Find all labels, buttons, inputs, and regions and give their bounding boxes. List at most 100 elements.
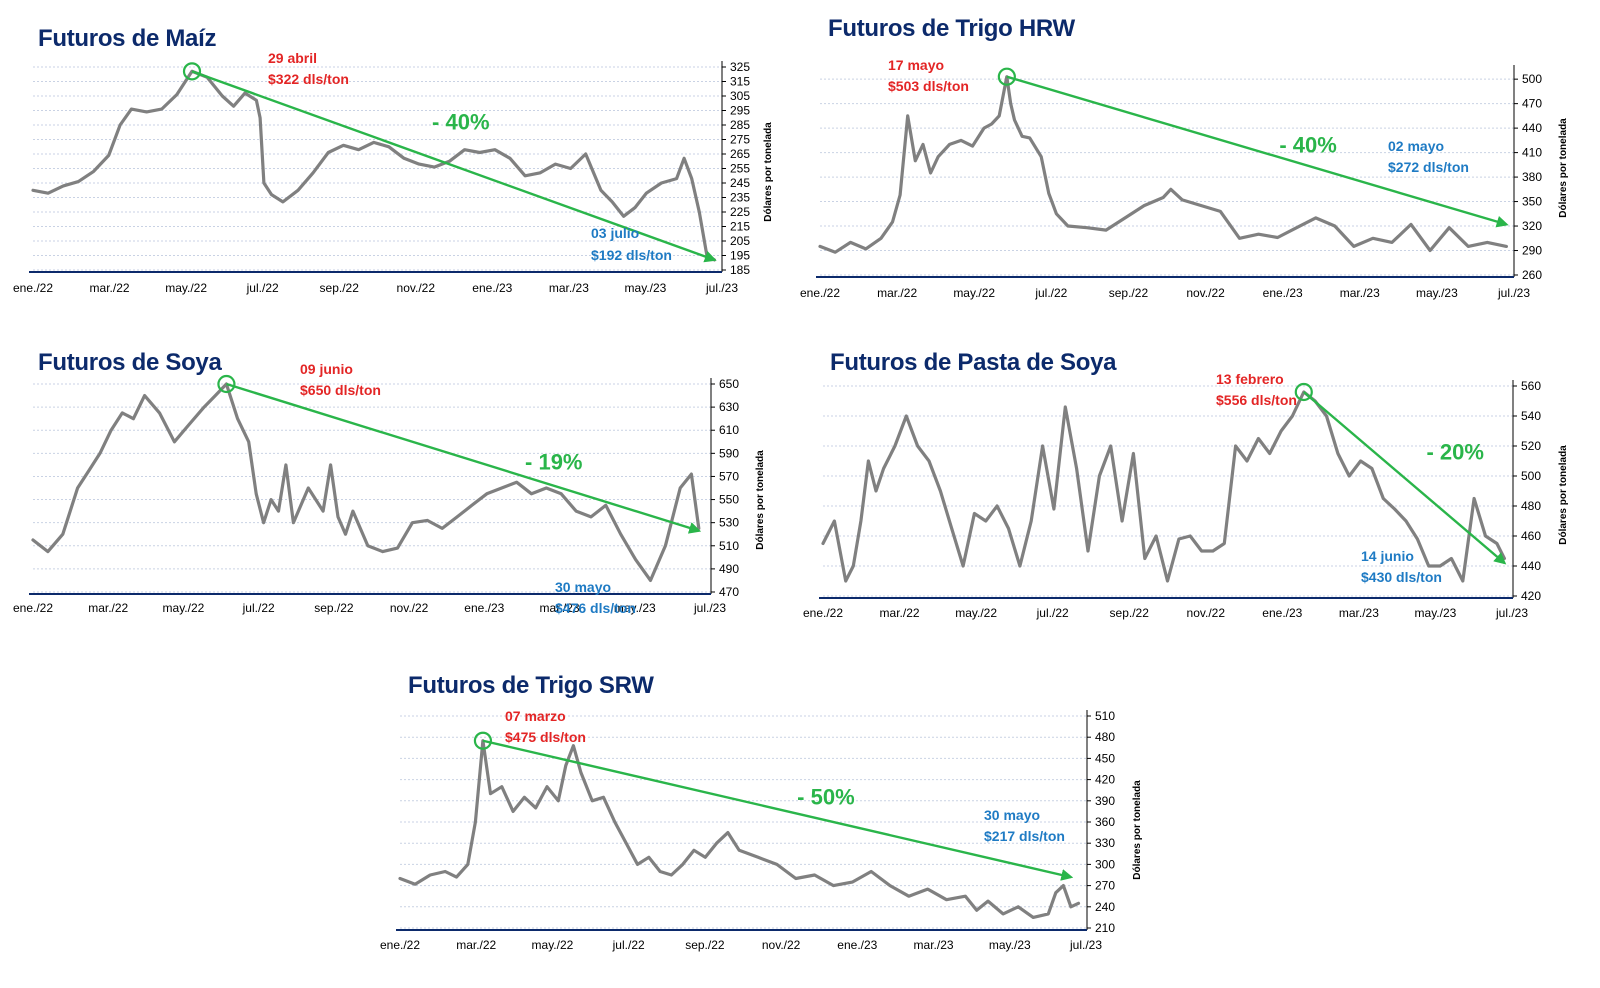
x-tick-label: may./23 [1416, 286, 1458, 300]
y-tick-label: 490 [719, 562, 739, 576]
x-tick-label: ene./23 [472, 281, 512, 295]
x-tick-label: nov./22 [397, 281, 436, 295]
y-tick-label: 440 [1521, 559, 1541, 573]
y-axis-label: Dólares por tonelada [1132, 780, 1143, 880]
peak-date-label: 29 abril [268, 50, 317, 66]
x-tick-label: may./23 [625, 281, 667, 295]
y-tick-label: 540 [1521, 409, 1541, 423]
x-tick-label: jul./23 [1495, 606, 1528, 620]
chart-panel-soya: Futuros de Soya 650 630 610 590 570 550 530 510… [0, 340, 790, 645]
price-series-line [31, 69, 717, 262]
peak-marker-circle [182, 62, 202, 81]
y-tick-label: 290 [1522, 244, 1542, 258]
chart-title: Futuros de Trigo HRW [828, 15, 1076, 42]
chart-title: Futuros de Trigo SRW [408, 672, 654, 699]
trend-arrow [226, 382, 702, 534]
y-tick-label: 530 [719, 516, 739, 530]
x-tick-label: jul./22 [1034, 286, 1067, 300]
price-series-line [818, 75, 1509, 254]
y-tick-label: 300 [1095, 857, 1115, 871]
y-tick-label: 350 [1522, 195, 1542, 209]
price-series-line [821, 390, 1507, 583]
percent-change-label: - 40% [1279, 133, 1336, 158]
x-tick-label: ene./22 [380, 938, 420, 952]
y-tick-label: 480 [1095, 730, 1115, 744]
trend-arrow [1303, 391, 1507, 565]
x-tick-label: mar./23 [1339, 606, 1379, 620]
x-tick-label: sep./22 [314, 601, 354, 615]
chart-title: Futuros de Pasta de Soya [830, 349, 1117, 376]
x-tick-label: jul./22 [1036, 606, 1069, 620]
y-tick-label: 480 [1521, 499, 1541, 513]
y-tick-label: 630 [719, 400, 739, 414]
peak-value-label: $475 dls/ton [505, 729, 586, 745]
chart-title: Futuros de Soya [38, 349, 222, 376]
y-tick-label: 320 [1522, 219, 1542, 233]
y-tick-label: 295 [730, 104, 750, 118]
low-value-label: $430 dls/ton [1361, 569, 1442, 585]
y-tick-label: 610 [719, 423, 739, 437]
y-tick-label: 510 [1095, 709, 1115, 723]
y-tick-label: 390 [1095, 794, 1115, 808]
price-series-line [31, 382, 701, 582]
y-axis-label: Dólares por tonelada [763, 122, 774, 222]
y-tick-label: 360 [1095, 815, 1115, 829]
y-tick-label: 470 [719, 585, 739, 599]
y-tick-label: 440 [1522, 121, 1542, 135]
x-tick-label: may./22 [953, 286, 995, 300]
peak-value-label: $322 dls/ton [268, 71, 349, 87]
y-tick-label: 270 [1095, 879, 1115, 893]
x-tick-label: may./22 [165, 281, 207, 295]
y-tick-label: 235 [730, 191, 750, 205]
x-tick-label: mar./23 [549, 281, 589, 295]
x-tick-label: ene./22 [800, 286, 840, 300]
x-tick-label: ene./23 [1262, 606, 1302, 620]
chart-panel-trigo-hrw: Futuros de Trigo HRW 500 470 440 410 380 350 3… [790, 0, 1600, 305]
x-tick-label: mar./22 [456, 938, 496, 952]
x-tick-label: may./23 [614, 601, 656, 615]
x-tick-label: may./22 [955, 606, 997, 620]
low-value-label: $192 dls/ton [591, 247, 672, 263]
y-tick-label: 185 [730, 263, 750, 277]
y-tick-label: 420 [1521, 589, 1541, 603]
y-tick-label: 520 [1521, 439, 1541, 453]
y-tick-label: 380 [1522, 170, 1542, 184]
x-tick-label: may./22 [532, 938, 574, 952]
y-tick-label: 330 [1095, 836, 1115, 850]
peak-date-label: 13 febrero [1216, 371, 1284, 387]
chart-panel-pasta-soya: Futuros de Pasta de Soya 560 540 520 500 480… [790, 340, 1600, 645]
y-tick-label: 260 [1522, 268, 1542, 282]
low-value-label: $476 dls/ton [555, 600, 636, 616]
peak-date-label: 09 junio [300, 361, 353, 377]
x-tick-label: ene./22 [803, 606, 843, 620]
y-tick-label: 460 [1521, 529, 1541, 543]
x-tick-label: may./23 [1415, 606, 1457, 620]
y-tick-label: 560 [1521, 379, 1541, 393]
x-tick-label: ene./23 [837, 938, 877, 952]
x-tick-label: jul./23 [1497, 286, 1530, 300]
y-tick-label: 285 [730, 118, 750, 132]
low-date-label: 02 mayo [1388, 138, 1444, 154]
y-axis-label: Dólares por tonelada [755, 450, 766, 550]
trend-arrow [482, 739, 1074, 881]
chart-panel-trigo-srw: Futuros de Trigo SRW 510 480 450 420 390 360 3… [380, 660, 1160, 983]
peak-value-label: $650 dls/ton [300, 382, 381, 398]
x-tick-label: mar./23 [1340, 286, 1380, 300]
y-tick-label: 570 [719, 469, 739, 483]
y-tick-label: 550 [719, 493, 739, 507]
y-tick-label: 315 [730, 75, 750, 89]
y-tick-label: 195 [730, 249, 750, 263]
percent-change-label: - 20% [1426, 440, 1483, 465]
chart-trigo-srw: Futuros de Trigo SRW 510 480 450 420 390 360 3… [380, 672, 1143, 952]
low-value-label: $217 dls/ton [984, 828, 1065, 844]
chart-maiz: Futuros de Maíz 325315305295285275265255… [13, 25, 774, 295]
x-tick-label: ene./23 [464, 601, 504, 615]
x-tick-label: mar./22 [90, 281, 130, 295]
peak-value-label: $556 dls/ton [1216, 392, 1297, 408]
y-tick-label: 245 [730, 176, 750, 190]
x-tick-label: jul./23 [705, 281, 738, 295]
x-tick-label: mar./22 [877, 286, 917, 300]
trend-arrow [1006, 75, 1509, 228]
y-tick-label: 510 [719, 539, 739, 553]
peak-marker-circle [1294, 382, 1313, 402]
